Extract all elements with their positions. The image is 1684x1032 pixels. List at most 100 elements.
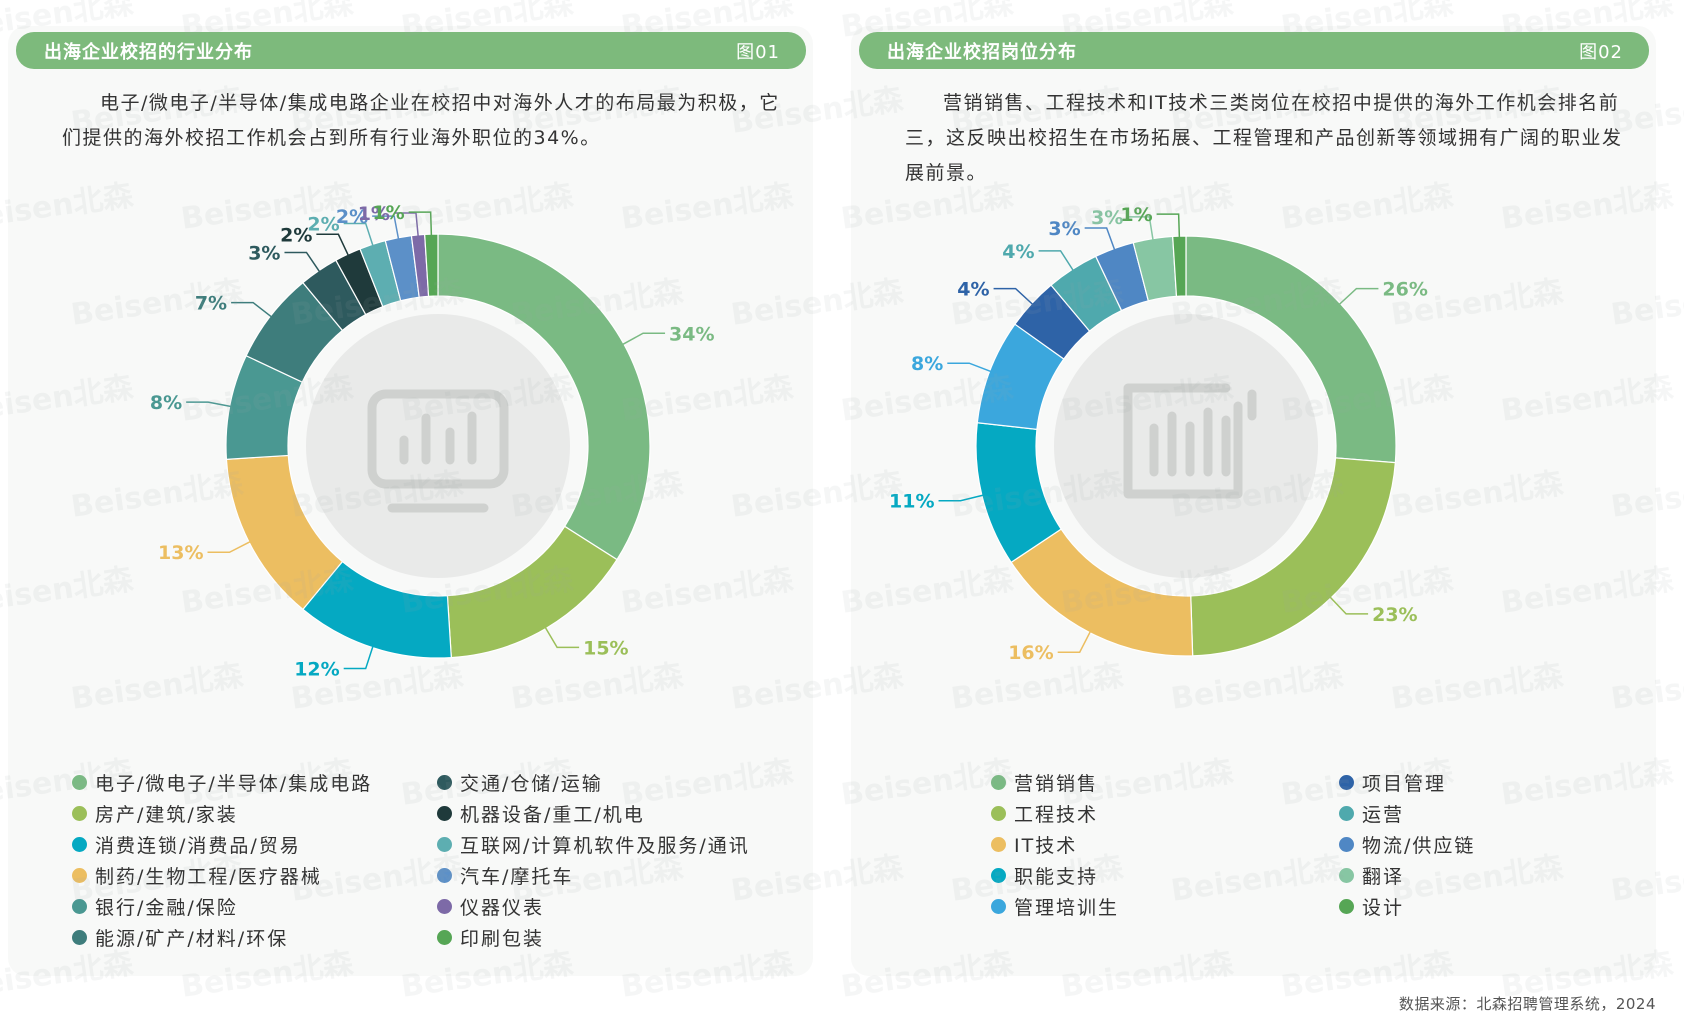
data-label: 2% xyxy=(336,206,368,228)
legend-label: 设计 xyxy=(1362,897,1405,919)
legend-column: 交通/仓储/运输机器设备/重工/机电互联网/计算机软件及服务/通讯 汽车/摩托车仪… xyxy=(437,767,750,953)
legend-swatch xyxy=(437,837,452,852)
data-label: 12% xyxy=(294,659,339,681)
legend-item: 电子/微电子/半导体/集成电路 xyxy=(72,767,372,798)
donut-slices xyxy=(225,233,651,659)
leader-line xyxy=(1127,216,1154,241)
leader-line xyxy=(393,212,419,238)
legend-label: 营销销售 xyxy=(1014,773,1099,795)
data-label: 1% xyxy=(358,203,390,225)
panel-title: 出海企业校招岗位分布 xyxy=(887,41,1077,63)
leader-line xyxy=(231,301,273,318)
legend-swatch xyxy=(991,806,1006,821)
legend-item: 物流/供应链 xyxy=(1339,829,1475,860)
legend-label: 翻译 xyxy=(1362,866,1405,888)
legend-label: 机器设备/重工/机电 xyxy=(460,804,645,826)
legend-swatch xyxy=(437,930,452,945)
data-label: 16% xyxy=(1008,642,1053,664)
data-label: 8% xyxy=(150,392,182,414)
industry-donut-chart: 34%15%12%13%8%7%3%2%2%2%1%1% xyxy=(150,202,715,681)
leader-line xyxy=(343,645,374,670)
position-legend: 营销销售 工程技术 IT技术 职能支持 管理培训生 项目管理 运营 物流/供应链 翻译 设计 xyxy=(991,767,1551,927)
data-label: 4% xyxy=(1002,241,1034,263)
legend-swatch xyxy=(72,837,87,852)
legend-item: 汽车/摩托车 xyxy=(437,860,750,891)
donut-slices xyxy=(975,235,1397,657)
panel-title: 出海企业校招的行业分布 xyxy=(44,41,253,63)
legend-column: 营销销售 工程技术 IT技术 职能支持 管理培训生 xyxy=(991,767,1119,922)
leader-line xyxy=(1057,630,1092,653)
legend-swatch xyxy=(1339,899,1354,914)
legend-label: 运营 xyxy=(1362,804,1405,826)
figure-number: 图01 xyxy=(736,41,780,63)
panel-header: 出海企业校招岗位分布 图02 xyxy=(859,32,1649,69)
leader-line xyxy=(207,540,252,553)
legend-item: 仪器仪表 xyxy=(437,891,750,922)
legend-column: 电子/微电子/半导体/集成电路房产/建筑/家装消费连锁/消费品/贸易 制药/生物工… xyxy=(72,767,372,953)
leader-line xyxy=(284,251,321,273)
data-label: 34% xyxy=(669,323,714,345)
legend-item: 项目管理 xyxy=(1339,767,1475,798)
legend-label: 工程技术 xyxy=(1014,804,1099,826)
legend-item: 营销销售 xyxy=(991,767,1119,798)
data-label: 7% xyxy=(195,293,227,315)
legend-swatch xyxy=(1339,868,1354,883)
legend-item: 银行/金融/保险 xyxy=(72,891,372,922)
legend-swatch xyxy=(437,868,452,883)
legend-label: IT技术 xyxy=(1014,835,1078,857)
legend-label: 房产/建筑/家装 xyxy=(95,804,238,826)
leader-line xyxy=(544,626,580,649)
legend-item: 互联网/计算机软件及服务/通讯 xyxy=(437,829,750,860)
legend-item: 工程技术 xyxy=(991,798,1119,829)
legend-item: 职能支持 xyxy=(991,860,1119,891)
leader-line xyxy=(316,233,350,257)
figure-number: 图02 xyxy=(1579,41,1623,63)
data-label: 4% xyxy=(957,279,989,301)
legend-item: 运营 xyxy=(1339,798,1475,829)
legend-item: IT技术 xyxy=(991,829,1119,860)
legend-item: 制药/生物工程/医疗器械 xyxy=(72,860,372,891)
legend-item: 交通/仓储/运输 xyxy=(437,767,750,798)
legend-swatch xyxy=(72,806,87,821)
legend-item: 设计 xyxy=(1339,891,1475,922)
leader-line xyxy=(408,211,433,237)
data-label: 15% xyxy=(583,637,628,659)
data-label: 3% xyxy=(1048,218,1080,240)
legend-swatch xyxy=(991,775,1006,790)
panel-header: 出海企业校招的行业分布 图01 xyxy=(16,32,806,69)
data-label: 11% xyxy=(889,491,934,513)
legend-swatch xyxy=(437,775,452,790)
data-label: 2% xyxy=(307,213,339,235)
data-label: 3% xyxy=(1091,207,1123,229)
legend-item: 消费连锁/消费品/贸易 xyxy=(72,829,372,860)
leader-line xyxy=(938,494,985,502)
legend-label: 互联网/计算机软件及服务/通讯 xyxy=(460,835,750,857)
data-label: 26% xyxy=(1382,279,1427,301)
legend-label: 职能支持 xyxy=(1014,866,1099,888)
legend-label: 汽车/摩托车 xyxy=(460,866,574,888)
data-label: 1% xyxy=(372,202,404,224)
legend-label: 制药/生物工程/医疗器械 xyxy=(95,866,322,888)
panel-description: 电子/微电子/半导体/集成电路企业在校招中对海外人才的布局最为积极，它们提供的海… xyxy=(62,92,780,149)
data-source: 数据来源：北森招聘管理系统，2024 xyxy=(1398,995,1656,1013)
legend-swatch xyxy=(72,868,87,883)
industry-panel: 出海企业校招的行业分布 图01 电子/微电子/半导体/集成电路企业在校招中对海外… xyxy=(8,26,813,976)
panel-description: 营销销售、工程技术和IT技术三类岗位在校招中提供的海外工作机会排名前三，这反映出… xyxy=(905,92,1623,184)
donut-slice xyxy=(1172,235,1187,297)
bar-chart-monitor-icon xyxy=(367,389,509,513)
legend-swatch xyxy=(991,837,1006,852)
legend-label: 消费连锁/消费品/贸易 xyxy=(95,835,301,857)
donut-slice xyxy=(424,233,439,297)
leader-line xyxy=(1156,213,1181,239)
legend-item: 印刷包装 xyxy=(437,922,750,953)
leader-line xyxy=(1038,250,1075,272)
bar-chart-monitor-icon xyxy=(1123,383,1257,499)
leader-line xyxy=(1328,596,1369,615)
leader-line xyxy=(186,401,232,408)
legend-swatch xyxy=(437,806,452,821)
position-donut-chart: 26%23%16%11%8%4%4%3%3%1% xyxy=(889,204,1428,664)
legend-label: 项目管理 xyxy=(1362,773,1447,795)
industry-legend: 电子/微电子/半导体/集成电路房产/建筑/家装消费连锁/消费品/贸易 制药/生物工… xyxy=(72,767,792,957)
leader-line xyxy=(621,332,666,346)
legend-swatch xyxy=(72,899,87,914)
